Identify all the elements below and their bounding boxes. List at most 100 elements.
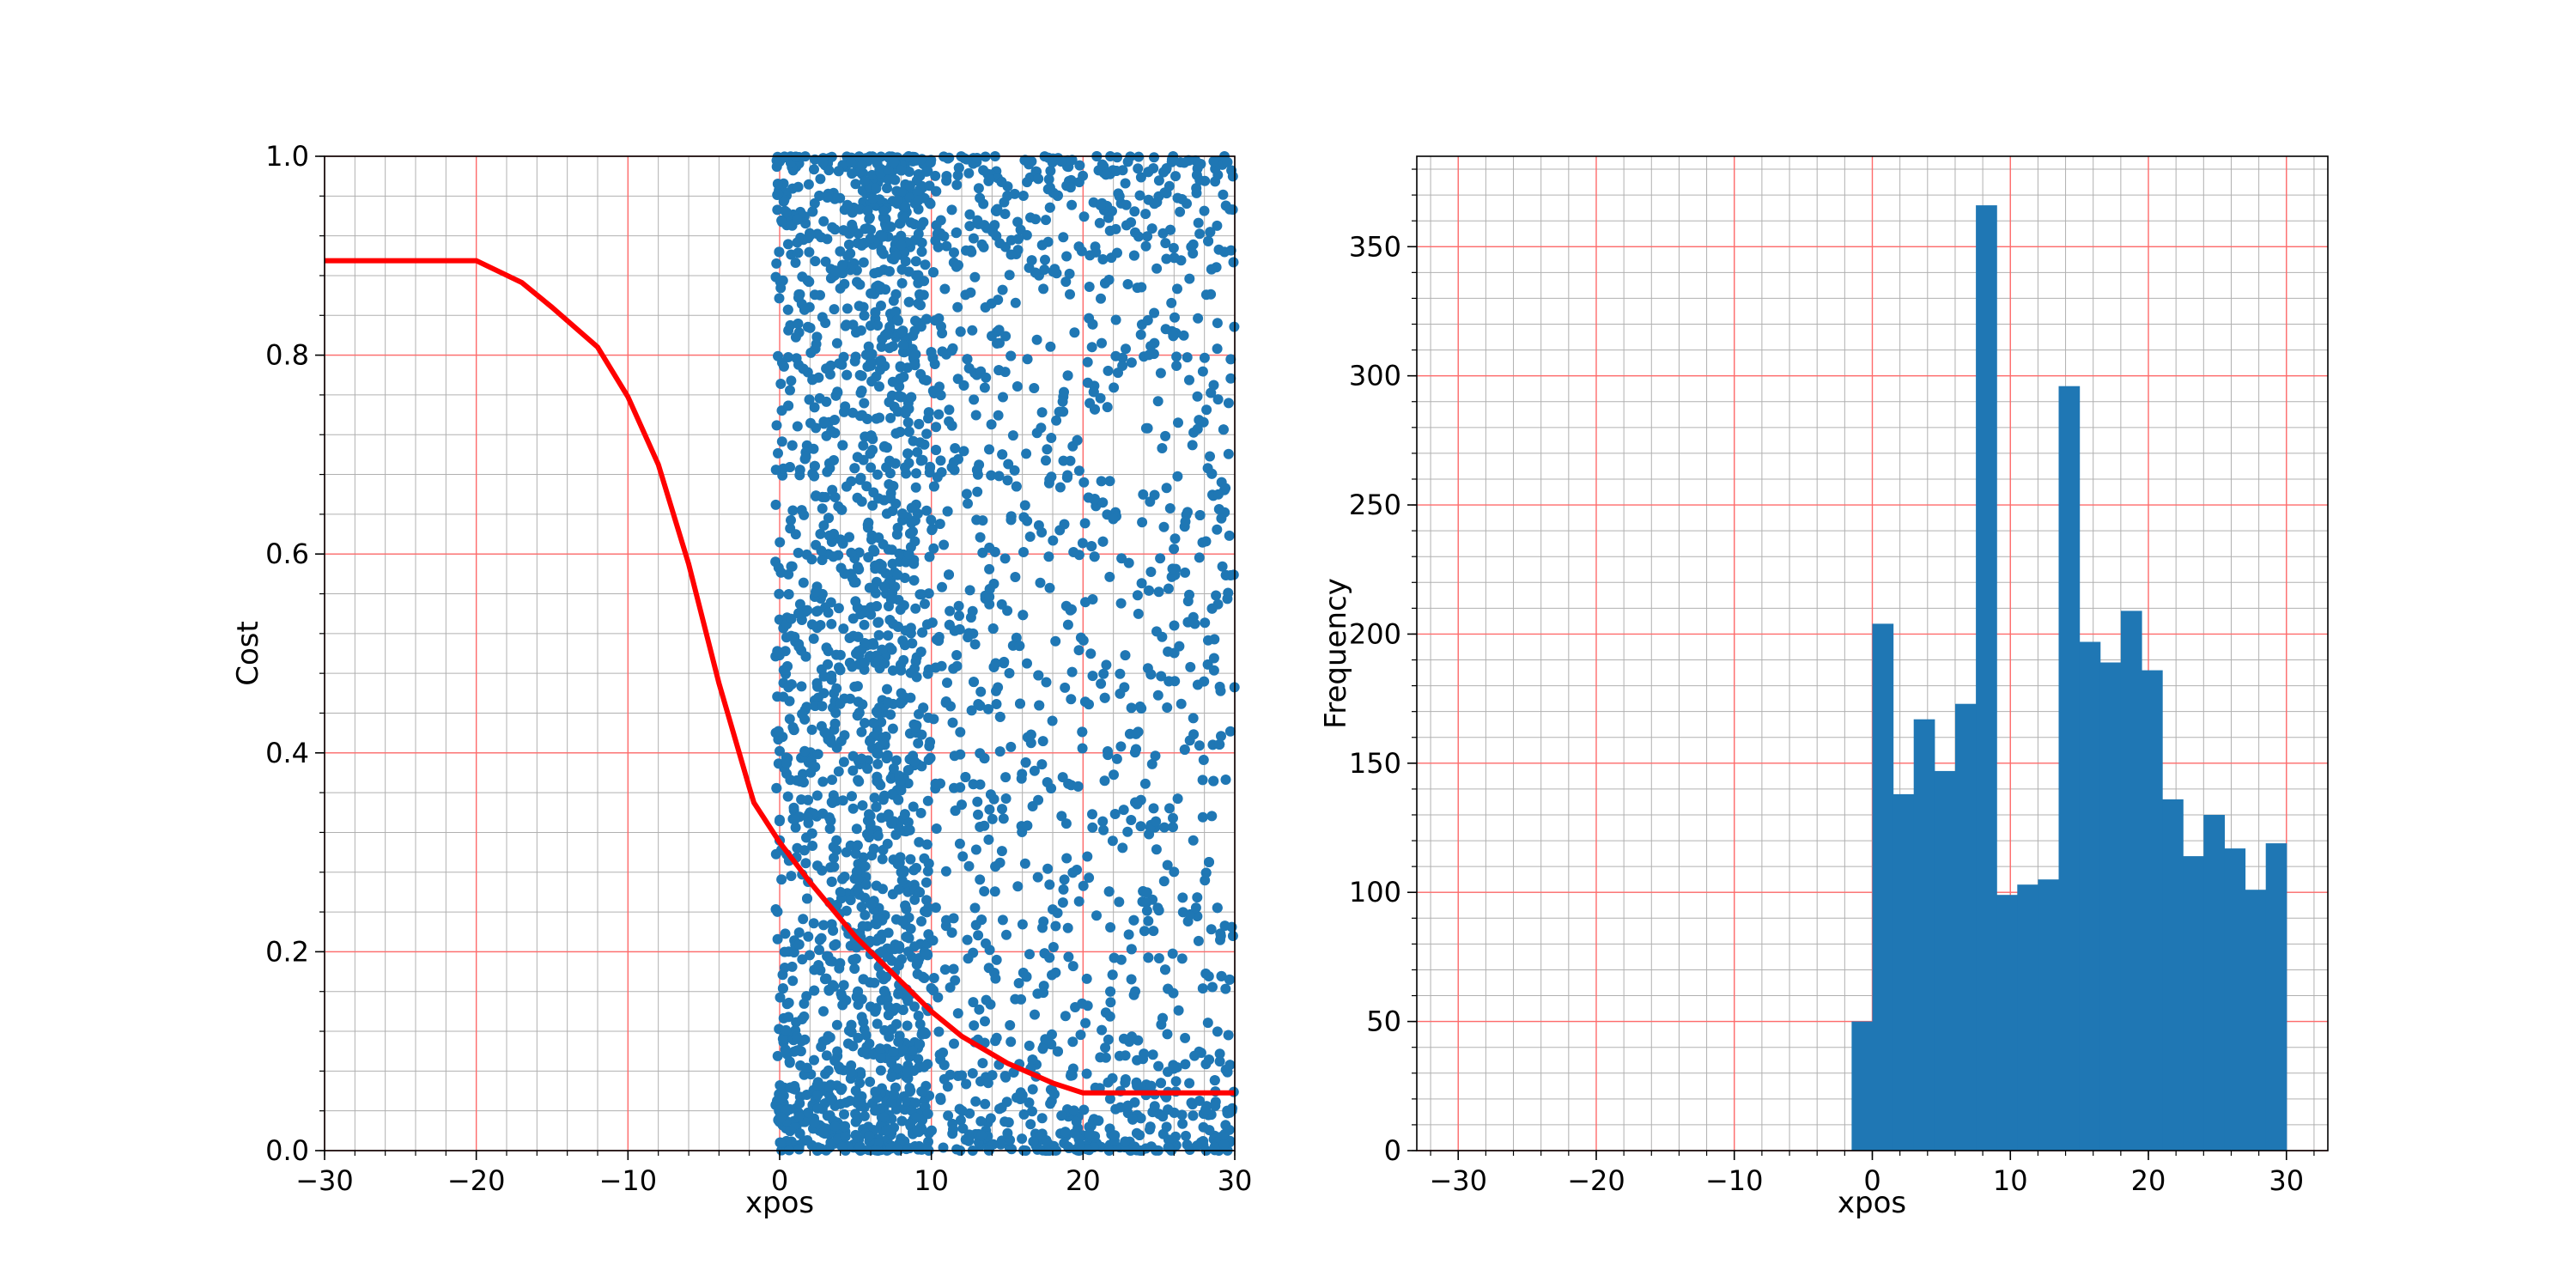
scatter-point [1057,897,1068,908]
scatter-point [1206,811,1218,822]
scatter-point [1105,986,1116,997]
scatter-point [920,598,930,610]
scatter-point [884,951,894,963]
scatter-point [1022,820,1033,831]
scatter-point [834,963,845,974]
scatter-point [1197,366,1208,377]
scatter-point [1010,297,1021,308]
scatter-point [1163,646,1174,657]
scatter-point [870,1086,881,1097]
scatter-point [833,766,844,777]
scatter-point [1199,205,1210,216]
scatter-point [1087,319,1098,330]
scatter-point [872,758,884,769]
scatter-point [913,195,924,206]
scatter-point [829,718,841,729]
scatter-point [896,875,908,886]
scatter-point [1206,924,1217,935]
scatter-point [865,1076,876,1087]
scatter-point [1172,471,1183,482]
scatter-point [852,562,863,573]
scatter-point [885,709,896,720]
scatter-point [908,331,919,341]
scatter-point [1160,238,1171,249]
scatter-point [914,589,926,600]
scatter-point [1022,177,1033,188]
scatter-point [934,381,945,392]
scatter-point [955,1115,966,1126]
scatter-point [1184,1078,1195,1089]
scatter-point [1121,343,1131,355]
scatter-point [876,933,886,945]
scatter-point [1045,1098,1056,1109]
scatter-point [872,617,884,629]
scatter-point [914,887,925,898]
scatter-point [1172,793,1183,805]
scatter-point [1136,703,1147,714]
scatter-point [1216,513,1227,524]
scatter-point [875,1053,886,1064]
scatter-point [923,929,934,940]
scatter-point [1126,974,1137,985]
scatter-point [783,400,794,411]
x-tick-label: 20 [1066,1164,1101,1197]
scatter-point [1197,775,1208,786]
scatter-point [773,734,784,745]
scatter-point [1172,283,1182,295]
scatter-point [991,699,1002,709]
scatter-point [1169,620,1180,631]
y-tick-label: 250 [1349,489,1401,521]
scatter-point [964,209,975,220]
scatter-point [782,304,793,315]
scatter-point [996,846,1007,857]
scatter-point [931,220,942,231]
scatter-point [823,165,835,176]
scatter-point [909,894,920,905]
scatter-point [1002,475,1013,486]
scatter-point [1012,216,1024,228]
scatter-point [1166,571,1177,582]
scatter-point [860,1030,872,1041]
scatter-point [878,986,890,997]
scatter-point [794,1128,805,1139]
scatter-point [904,1086,915,1097]
scatter-point [925,198,936,210]
scatter-point [883,164,894,175]
scatter-point [1141,887,1152,898]
right-x-axis-label: xpos [1838,1186,1906,1220]
scatter-point [976,239,987,250]
scatter-point [937,346,948,357]
scatter-point [1079,696,1091,708]
scatter-point [829,940,840,951]
scatter-point [804,246,815,258]
scatter-point [1206,603,1218,614]
scatter-point [1182,617,1194,628]
scatter-point [1039,264,1050,275]
scatter-point [1064,268,1075,279]
scatter-point [1105,922,1116,933]
scatter-point [853,874,864,885]
scatter-point [850,596,861,607]
scatter-point [899,212,910,223]
scatter-point [1212,220,1223,231]
scatter-point [858,1017,869,1028]
scatter-point [1158,876,1170,887]
scatter-point [833,603,844,614]
scatter-point [793,289,805,300]
scatter-point [1140,209,1151,220]
scatter-point [870,1006,881,1018]
scatter-point [984,598,995,610]
scatter-point [1128,914,1139,926]
scatter-point [928,973,939,983]
scatter-point [1139,778,1151,789]
scatter-point [776,874,787,885]
scatter-point [1086,541,1097,552]
scatter-point [897,1044,908,1055]
scatter-point [1126,815,1137,825]
scatter-point [808,918,819,929]
scatter-point [1089,551,1100,562]
scatter-point [919,1061,930,1072]
histogram-bar [1955,703,1977,1151]
scatter-point [856,726,867,738]
scatter-point [838,756,849,768]
